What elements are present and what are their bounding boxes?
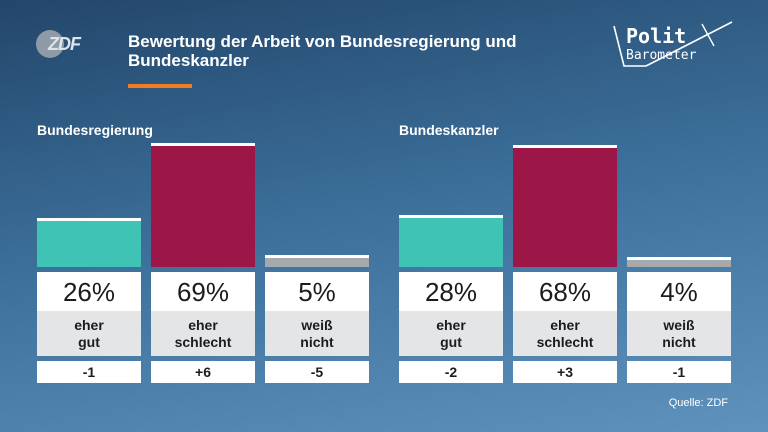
value-label: 69% — [151, 272, 255, 311]
group-label-bundeskanzler: Bundeskanzler — [399, 122, 499, 138]
change-label: -5 — [265, 361, 369, 383]
source-note: Quelle: ZDF — [668, 397, 728, 409]
bar-top-line — [627, 257, 731, 260]
value-label: 5% — [265, 272, 369, 311]
change-label: +3 — [513, 361, 617, 383]
brand-line2: Barometer — [626, 48, 697, 63]
bar-0-eher-gut — [37, 221, 141, 267]
group-label-bundesregierung: Bundesregierung — [37, 122, 153, 138]
change-label: -1 — [37, 361, 141, 383]
bar-1-eher-schlecht — [513, 148, 617, 267]
politbarometer-logo: Polit Barometer — [610, 20, 736, 76]
bar-top-line — [151, 143, 255, 146]
chart-title: Bewertung der Arbeit von Bundesregierung… — [128, 32, 517, 70]
change-label: +6 — [151, 361, 255, 383]
category-label: eher schlecht — [151, 311, 255, 356]
bar-top-line — [265, 255, 369, 258]
bar-1-weiss-nicht — [627, 260, 731, 267]
zdf-logo-text: ZDF — [48, 34, 81, 54]
bar-top-line — [37, 218, 141, 221]
bar-0-eher-schlecht — [151, 146, 255, 267]
value-label: 68% — [513, 272, 617, 311]
change-label: -2 — [399, 361, 503, 383]
brand-line1: Polit — [626, 24, 687, 48]
category-label: eher gut — [399, 311, 503, 356]
zdf-logo-disc — [36, 30, 64, 58]
value-label: 26% — [37, 272, 141, 311]
bar-0-weiss-nicht — [265, 258, 369, 267]
value-label: 4% — [627, 272, 731, 311]
category-label: eher schlecht — [513, 311, 617, 356]
bar-top-line — [513, 145, 617, 148]
bar-top-line — [399, 215, 503, 218]
title-accent-line — [128, 84, 192, 88]
zdf-logo: ZDF — [36, 30, 88, 58]
bar-1-eher-gut — [399, 218, 503, 267]
category-label: weiß nicht — [627, 311, 731, 356]
change-label: -1 — [627, 361, 731, 383]
category-label: eher gut — [37, 311, 141, 356]
value-label: 28% — [399, 272, 503, 311]
category-label: weiß nicht — [265, 311, 369, 356]
